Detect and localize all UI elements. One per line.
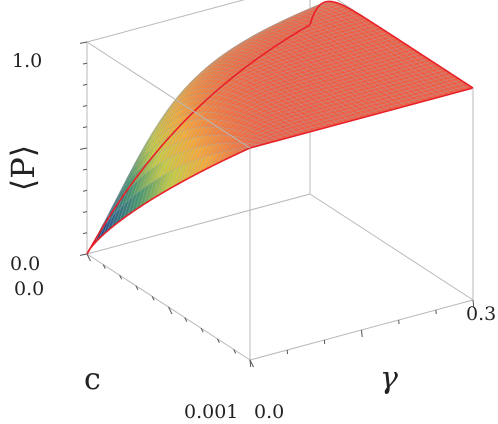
box-edge-back — [86, 193, 311, 255]
surface-edge-c-max — [86, 24, 311, 255]
y-tick-end: 0.3 — [466, 303, 496, 325]
z-tick-mark — [82, 126, 88, 129]
y-tick-mark — [472, 299, 475, 308]
z-tick-mark — [82, 168, 88, 171]
bounding-box-front — [79, 41, 475, 368]
surface-plot — [86, 0, 474, 255]
z-tick-mark — [82, 62, 88, 65]
box-edge-front — [86, 41, 251, 149]
x-tick-mark — [200, 327, 204, 333]
surface-edge-gamma-zero — [86, 147, 251, 255]
x-tick-mark — [86, 253, 91, 262]
y-tick-mark — [361, 329, 363, 338]
z-tick-mark — [82, 83, 88, 86]
box-edge-back — [86, 0, 246, 43]
x-tick-mark — [184, 317, 188, 322]
x-tick-mark — [102, 264, 106, 269]
z-tick-mark — [82, 105, 88, 107]
surface-edge-c-zero — [249, 87, 474, 149]
z-tick-mark — [82, 232, 88, 235]
x-tick-mark — [135, 285, 139, 291]
y-tick-start: 0.0 — [254, 401, 284, 423]
x-tick-start: 0.0 — [14, 278, 44, 300]
x-tick-mark — [233, 349, 237, 354]
z-tick-mark — [79, 41, 88, 44]
z-axis-title: ⟨P⟩ — [4, 145, 42, 192]
surface-edge-gamma-max — [309, 0, 474, 89]
z-tick-bottom: 0.0 — [10, 253, 40, 275]
box-edge-back — [309, 193, 474, 301]
z-tick-mark — [79, 253, 88, 256]
y-tick-mark — [249, 359, 252, 368]
x-tick-mark — [119, 274, 123, 280]
x-tick-mark — [168, 306, 173, 315]
z-tick-mark — [79, 147, 88, 150]
z-tick-top: 1.0 — [12, 50, 42, 72]
z-tick-mark — [82, 211, 88, 213]
z-tick-mark — [82, 189, 88, 192]
x-tick-mark — [216, 338, 220, 344]
y-axis-title: γ — [380, 361, 398, 396]
x-tick-end: 0.001 — [184, 401, 238, 423]
x-axis-title: c — [84, 362, 101, 397]
x-tick-mark — [151, 296, 155, 301]
